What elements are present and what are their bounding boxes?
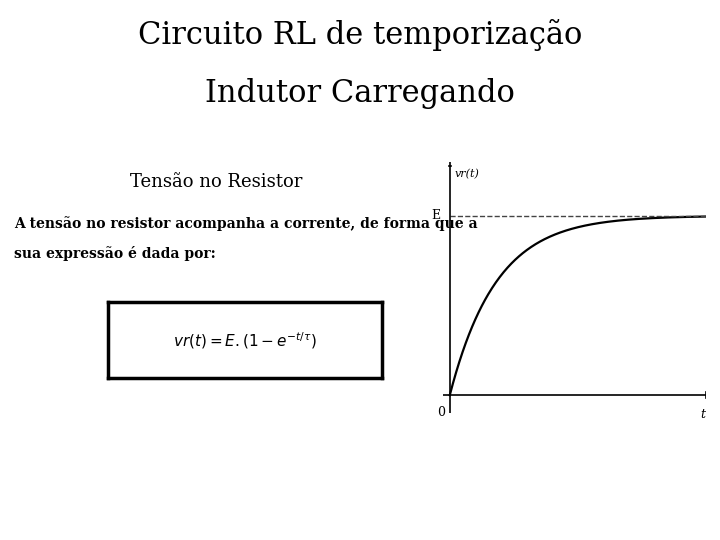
Text: A tensão no resistor acompanha a corrente, de forma que a: A tensão no resistor acompanha a corrent… bbox=[14, 216, 478, 231]
Text: Indutor Carregando: Indutor Carregando bbox=[205, 78, 515, 109]
Text: Circuito RL de temporização: Circuito RL de temporização bbox=[138, 19, 582, 51]
Text: E: E bbox=[431, 210, 441, 222]
Text: $vr(t) = E.(1 - e^{-t/\tau})$: $vr(t) = E.(1 - e^{-t/\tau})$ bbox=[173, 330, 317, 350]
Text: 0: 0 bbox=[438, 406, 446, 419]
Text: vr(t): vr(t) bbox=[454, 169, 480, 179]
Text: t: t bbox=[701, 408, 706, 421]
Text: sua expressão é dada por:: sua expressão é dada por: bbox=[14, 246, 216, 261]
Text: Tensão no Resistor: Tensão no Resistor bbox=[130, 173, 302, 191]
